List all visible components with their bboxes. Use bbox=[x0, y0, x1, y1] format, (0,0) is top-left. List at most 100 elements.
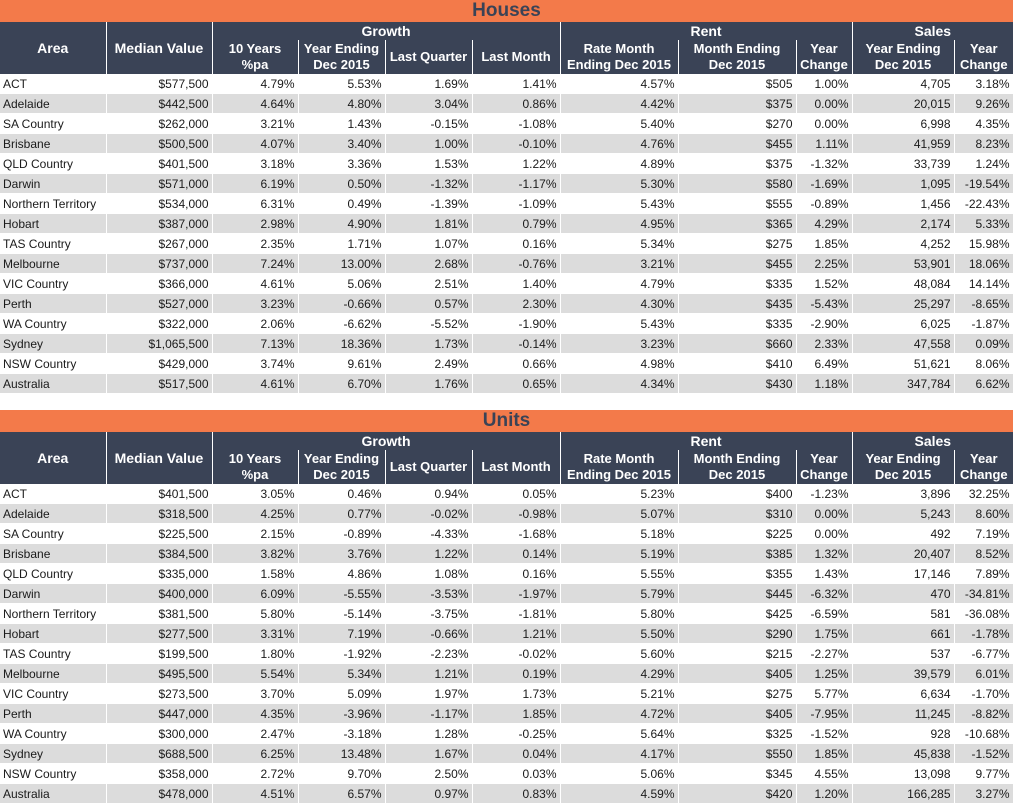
units-table: Area Median Value Growth Rent Sales 10 Y… bbox=[0, 432, 1013, 804]
growth-last-quarter-cell: 2.68% bbox=[385, 253, 473, 274]
growth-10yr-cell: 5.80% bbox=[212, 603, 299, 624]
median-value-cell: $429,000 bbox=[106, 353, 213, 374]
table-row: Australia $517,500 4.61% 6.70% 1.76% 0.65% 4.3… bbox=[0, 373, 1013, 394]
sales-year-ending-header: Year Ending Dec 2015 bbox=[852, 450, 955, 484]
sales-year-change-cell: 9.77% bbox=[954, 763, 1013, 784]
median-value-cell: $495,500 bbox=[106, 663, 213, 684]
growth-year-ending-header: Year Ending Dec 2015 bbox=[298, 450, 386, 484]
table-row: VIC Country $366,000 4.61% 5.06% 2.51% 1.40% 4… bbox=[0, 273, 1013, 294]
growth-year-ending-cell: 13.00% bbox=[298, 253, 386, 274]
rent-month-ending-cell: $355 bbox=[678, 563, 797, 584]
median-value-header: Median Value bbox=[106, 22, 213, 74]
rent-year-change-cell: -7.95% bbox=[796, 703, 853, 724]
area-cell: NSW Country bbox=[0, 763, 107, 784]
sales-year-ending-cell: 20,015 bbox=[852, 93, 955, 114]
sales-year-change-cell: 6.01% bbox=[954, 663, 1013, 684]
rent-year-change-cell: 0.00% bbox=[796, 503, 853, 524]
growth-10yr-cell: 4.79% bbox=[212, 74, 299, 94]
area-cell: QLD Country bbox=[0, 153, 107, 174]
growth-year-ending-cell: 3.76% bbox=[298, 543, 386, 564]
rent-month-ending-cell: $410 bbox=[678, 353, 797, 374]
growth-last-quarter-cell: -3.75% bbox=[385, 603, 473, 624]
area-cell: SA Country bbox=[0, 523, 107, 544]
growth-last-month-cell: 0.04% bbox=[472, 743, 561, 764]
rent-rate-header: Rate Month Ending Dec 2015 bbox=[560, 40, 679, 74]
growth-year-ending-cell: 0.50% bbox=[298, 173, 386, 194]
sales-year-ending-cell: 51,621 bbox=[852, 353, 955, 374]
median-value-cell: $442,500 bbox=[106, 93, 213, 114]
sales-year-ending-cell: 47,558 bbox=[852, 333, 955, 354]
rent-rate-cell: 5.06% bbox=[560, 763, 679, 784]
growth-last-quarter-cell: 2.49% bbox=[385, 353, 473, 374]
sales-year-change-cell: -8.65% bbox=[954, 293, 1013, 314]
rent-year-change-cell: 0.00% bbox=[796, 113, 853, 134]
rent-year-change-header: Year Change bbox=[796, 40, 853, 74]
sales-year-change-cell: 0.09% bbox=[954, 333, 1013, 354]
rent-year-change-cell: 1.43% bbox=[796, 563, 853, 584]
median-value-cell: $401,500 bbox=[106, 484, 213, 504]
median-value-cell: $277,500 bbox=[106, 623, 213, 644]
growth-last-month-cell: 1.73% bbox=[472, 683, 561, 704]
growth-last-month-cell: -0.25% bbox=[472, 723, 561, 744]
rent-year-change-cell: 1.85% bbox=[796, 233, 853, 254]
growth-year-ending-cell: 3.36% bbox=[298, 153, 386, 174]
table-row: Brisbane $384,500 3.82% 3.76% 1.22% 0.14% 5.19… bbox=[0, 543, 1013, 564]
median-value-cell: $401,500 bbox=[106, 153, 213, 174]
sales-year-change-header: Year Change bbox=[954, 40, 1013, 74]
rent-rate-cell: 5.80% bbox=[560, 603, 679, 624]
growth-10yr-cell: 4.61% bbox=[212, 373, 299, 394]
growth-year-ending-cell: -0.66% bbox=[298, 293, 386, 314]
growth-last-month-cell: -0.98% bbox=[472, 503, 561, 524]
growth-10yr-cell: 7.24% bbox=[212, 253, 299, 274]
sales-year-change-cell: -34.81% bbox=[954, 583, 1013, 604]
table-row: Brisbane $500,500 4.07% 3.40% 1.00% -0.10% 4.7… bbox=[0, 133, 1013, 154]
growth-last-quarter-cell: 1.67% bbox=[385, 743, 473, 764]
rent-year-change-cell: 1.32% bbox=[796, 543, 853, 564]
table-row: Darwin $400,000 6.09% -5.55% -3.53% -1.97% 5.7… bbox=[0, 583, 1013, 604]
growth-last-quarter-cell: -2.23% bbox=[385, 643, 473, 664]
sales-year-change-cell: 15.98% bbox=[954, 233, 1013, 254]
area-header: Area bbox=[0, 22, 107, 74]
median-value-cell: $273,500 bbox=[106, 683, 213, 704]
table-row: NSW Country $358,000 2.72% 9.70% 2.50% 0.03% 5… bbox=[0, 763, 1013, 784]
rent-month-ending-cell: $385 bbox=[678, 543, 797, 564]
growth-year-ending-header: Year Ending Dec 2015 bbox=[298, 40, 386, 74]
growth-last-quarter-cell: -3.53% bbox=[385, 583, 473, 604]
rent-year-change-cell: -6.32% bbox=[796, 583, 853, 604]
rent-month-ending-cell: $445 bbox=[678, 583, 797, 604]
growth-last-month-cell: -1.08% bbox=[472, 113, 561, 134]
median-value-cell: $534,000 bbox=[106, 193, 213, 214]
growth-year-ending-cell: 0.46% bbox=[298, 484, 386, 504]
area-cell: Australia bbox=[0, 373, 107, 394]
houses-body: ACT $577,500 4.79% 5.53% 1.69% 1.41% 4.57% $505… bbox=[0, 74, 1013, 394]
median-value-cell: $571,000 bbox=[106, 173, 213, 194]
table-row: VIC Country $273,500 3.70% 5.09% 1.97% 1.73% 5… bbox=[0, 683, 1013, 704]
rent-rate-cell: 5.60% bbox=[560, 643, 679, 664]
sales-year-ending-cell: 13,098 bbox=[852, 763, 955, 784]
rent-month-ending-cell: $425 bbox=[678, 603, 797, 624]
growth-10yr-cell: 4.51% bbox=[212, 783, 299, 804]
growth-last-month-cell: 0.65% bbox=[472, 373, 561, 394]
rent-year-change-cell: 1.85% bbox=[796, 743, 853, 764]
median-value-cell: $267,000 bbox=[106, 233, 213, 254]
sales-year-change-cell: -1.52% bbox=[954, 743, 1013, 764]
rent-rate-cell: 5.07% bbox=[560, 503, 679, 524]
growth-last-quarter-cell: 2.50% bbox=[385, 763, 473, 784]
rent-group-header: Rent bbox=[560, 432, 853, 450]
houses-section: Houses Area Median Value Growth Rent Sal… bbox=[0, 0, 1013, 394]
sales-year-ending-cell: 928 bbox=[852, 723, 955, 744]
growth-year-ending-cell: 4.86% bbox=[298, 563, 386, 584]
median-value-cell: $199,500 bbox=[106, 643, 213, 664]
sales-year-ending-cell: 3,896 bbox=[852, 484, 955, 504]
sales-year-ending-cell: 11,245 bbox=[852, 703, 955, 724]
table-row: Hobart $277,500 3.31% 7.19% -0.66% 1.21% 5.50%… bbox=[0, 623, 1013, 644]
growth-last-quarter-cell: 0.97% bbox=[385, 783, 473, 804]
growth-10yr-cell: 3.05% bbox=[212, 484, 299, 504]
growth-last-month-cell: -1.90% bbox=[472, 313, 561, 334]
rent-year-change-cell: -2.90% bbox=[796, 313, 853, 334]
rent-rate-cell: 5.21% bbox=[560, 683, 679, 704]
sales-year-change-cell: -6.77% bbox=[954, 643, 1013, 664]
growth-year-ending-cell: -1.92% bbox=[298, 643, 386, 664]
growth-year-ending-cell: -3.18% bbox=[298, 723, 386, 744]
growth-10yr-cell: 4.25% bbox=[212, 503, 299, 524]
